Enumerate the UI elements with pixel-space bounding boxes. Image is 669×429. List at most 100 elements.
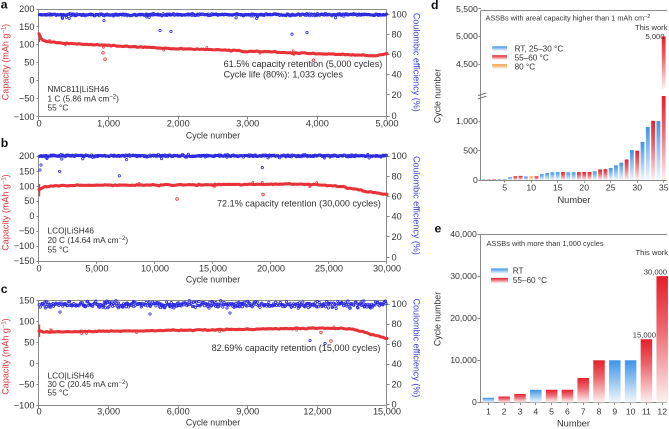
svg-text:3,000: 3,000 <box>236 119 259 129</box>
svg-text:8: 8 <box>597 407 602 417</box>
svg-text:0: 0 <box>473 175 478 185</box>
svg-text:4: 4 <box>533 407 538 417</box>
svg-text:a: a <box>1 0 8 12</box>
svg-text:10: 10 <box>526 183 536 193</box>
svg-text:20: 20 <box>392 379 402 389</box>
svg-text:40: 40 <box>392 359 402 369</box>
svg-text:150: 150 <box>19 22 34 32</box>
svg-text:1: 1 <box>486 407 491 417</box>
svg-text:200: 200 <box>19 4 34 14</box>
svg-text:1,000: 1,000 <box>456 116 478 126</box>
svg-text:4,500: 4,500 <box>456 59 478 69</box>
svg-text:0: 0 <box>392 252 397 262</box>
svg-text:Capacity (mAh g−1): Capacity (mAh g−1) <box>1 174 11 250</box>
svg-text:10: 10 <box>626 407 636 417</box>
svg-text:20: 20 <box>392 232 402 242</box>
svg-text:20,000: 20,000 <box>450 313 477 323</box>
svg-text:150: 150 <box>19 296 34 306</box>
svg-text:40: 40 <box>392 212 402 222</box>
svg-text:4,000: 4,000 <box>306 119 329 129</box>
svg-text:0: 0 <box>36 119 41 129</box>
svg-text:20 C (14.64 mA cm−2): 20 C (14.64 mA cm−2) <box>48 235 129 245</box>
svg-text:This work: This work <box>636 248 669 257</box>
svg-text:5,000: 5,000 <box>645 32 664 41</box>
svg-text:150: 150 <box>19 166 34 176</box>
svg-text:9: 9 <box>612 407 617 417</box>
svg-text:d: d <box>431 0 439 12</box>
svg-text:1 C (5.86 mA cm−2): 1 C (5.86 mA cm−2) <box>48 94 120 104</box>
svg-text:100: 100 <box>19 181 34 191</box>
svg-text:35: 35 <box>659 183 669 193</box>
svg-text:100: 100 <box>392 299 407 309</box>
svg-text:5,000: 5,000 <box>86 264 109 274</box>
svg-text:100: 100 <box>392 10 407 20</box>
svg-text:3,000: 3,000 <box>97 407 120 417</box>
svg-text:72.1% capacity retention (30,0: 72.1% capacity retention (30,000 cycles) <box>217 198 381 208</box>
svg-text:60: 60 <box>392 50 402 60</box>
svg-text:30: 30 <box>632 183 642 193</box>
svg-text:Cycle number: Cycle number <box>433 69 443 123</box>
svg-text:200: 200 <box>19 151 34 161</box>
svg-text:30,000: 30,000 <box>644 268 667 277</box>
svg-text:6,000: 6,000 <box>167 407 190 417</box>
svg-text:5,500: 5,500 <box>456 4 478 14</box>
svg-text:30,000: 30,000 <box>450 271 477 281</box>
svg-text:10,000: 10,000 <box>450 355 477 365</box>
svg-text:50: 50 <box>24 338 34 348</box>
svg-text:Number: Number <box>557 419 590 429</box>
svg-text:3: 3 <box>518 407 523 417</box>
svg-text:LCO|LiSH46: LCO|LiSH46 <box>48 370 95 380</box>
svg-text:50: 50 <box>24 196 34 206</box>
svg-text:2,000: 2,000 <box>167 119 190 129</box>
svg-text:55–60 °C: 55–60 °C <box>515 53 549 62</box>
svg-text:Cycle number: Cycle number <box>186 131 240 141</box>
svg-text:15,000: 15,000 <box>373 407 401 417</box>
svg-text:−100: −100 <box>14 401 35 411</box>
svg-text:20: 20 <box>392 90 402 100</box>
svg-text:25: 25 <box>606 183 616 193</box>
svg-text:b: b <box>1 136 9 150</box>
svg-text:−50: −50 <box>19 379 35 389</box>
svg-text:7: 7 <box>581 407 586 417</box>
svg-text:60: 60 <box>392 192 402 202</box>
svg-text:NMC811|LiSH46: NMC811|LiSH46 <box>48 84 110 94</box>
svg-text:15,000: 15,000 <box>633 331 656 340</box>
svg-text:Capacity (mAh g−1): Capacity (mAh g−1) <box>1 24 11 100</box>
svg-text:55–60 °C: 55–60 °C <box>513 276 547 285</box>
svg-text:ASSBs with more than 1,000 cyc: ASSBs with more than 1,000 cycles <box>487 239 604 248</box>
svg-text:e: e <box>435 222 442 236</box>
svg-text:Cycle life (80%): 1,033 cycles: Cycle life (80%): 1,033 cycles <box>224 69 344 79</box>
svg-text:12: 12 <box>657 407 667 417</box>
svg-text:Number: Number <box>557 195 590 205</box>
svg-text:6: 6 <box>565 407 570 417</box>
svg-text:−100: −100 <box>14 112 35 122</box>
svg-text:2: 2 <box>502 407 507 417</box>
svg-text:0: 0 <box>472 397 477 407</box>
svg-text:80: 80 <box>392 30 402 40</box>
svg-text:5: 5 <box>549 407 554 417</box>
svg-text:82.69% capacity retention (15,: 82.69% capacity retention (15,000 cycles… <box>212 343 381 353</box>
svg-text:0: 0 <box>392 399 397 409</box>
svg-text:0: 0 <box>29 76 34 86</box>
svg-text:Capacity (mAh g−1): Capacity (mAh g−1) <box>1 318 11 394</box>
svg-text:40,000: 40,000 <box>450 229 477 239</box>
svg-text:0: 0 <box>392 111 397 121</box>
svg-text:500: 500 <box>463 146 478 156</box>
svg-text:5: 5 <box>502 183 507 193</box>
svg-text:20,000: 20,000 <box>257 264 285 274</box>
svg-text:RT: RT <box>513 266 524 275</box>
svg-text:Coulombic efficiency (%): Coulombic efficiency (%) <box>412 13 422 112</box>
svg-text:55 °C: 55 °C <box>48 103 69 113</box>
svg-text:40: 40 <box>392 70 402 80</box>
svg-text:20: 20 <box>579 183 589 193</box>
svg-text:25,000: 25,000 <box>315 264 343 274</box>
svg-text:15: 15 <box>553 183 563 193</box>
svg-text:100: 100 <box>19 317 34 327</box>
svg-text:30,000: 30,000 <box>373 264 401 274</box>
svg-text:9,000: 9,000 <box>236 407 259 417</box>
svg-text:0: 0 <box>36 407 41 417</box>
svg-text:5,000: 5,000 <box>376 119 399 129</box>
svg-text:LCO|LiSH46: LCO|LiSH46 <box>48 226 95 236</box>
svg-text:Cycle number: Cycle number <box>433 292 443 346</box>
svg-text:12,000: 12,000 <box>303 407 331 417</box>
